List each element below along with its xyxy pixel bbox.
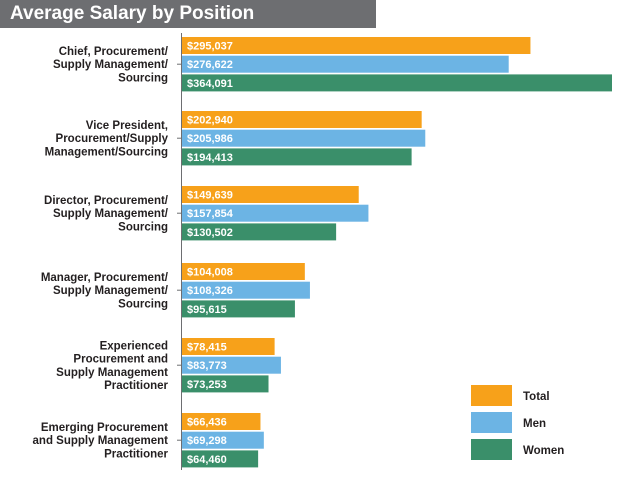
legend-swatch-total [471,385,512,406]
category-label-5-line-1: and Supply Management [33,435,169,447]
bar-label-men-1: $205,986 [187,133,233,145]
bar-label-men-0: $276,622 [187,59,233,71]
bar-label-women-0: $364,091 [187,78,233,90]
bar-women-2 [182,223,337,241]
category-label-0-line-1: Supply Management/ [53,59,169,71]
category-label-3-line-0: Manager, Procurement/ [41,272,169,284]
bar-men-0 [182,55,509,73]
bar-label-men-5: $69,298 [187,435,227,447]
category-label-4-line-0: Experienced [100,340,168,352]
category-label-3-line-2: Sourcing [118,298,168,310]
bar-total-2 [182,186,359,203]
category-label-5-line-2: Practitioner [104,448,168,460]
category-label-4-line-1: Procurement and [73,354,168,366]
bar-label-total-1: $202,940 [187,115,233,127]
bar-label-men-2: $157,854 [187,208,234,220]
bar-label-women-4: $73,253 [187,379,227,391]
bar-total-4 [182,338,275,355]
bar-label-men-3: $108,326 [187,285,233,297]
bar-men-2 [182,204,369,222]
bar-label-women-3: $95,615 [187,304,227,316]
bar-total-3 [182,263,305,280]
legend-label-men: Men [523,418,546,430]
bar-label-men-4: $83,773 [187,360,227,372]
bar-label-women-1: $194,413 [187,152,233,164]
bar-label-total-2: $149,639 [187,190,233,202]
bar-women-5 [182,450,259,468]
bar-men-5 [182,431,264,449]
legend-swatch-men [471,412,512,433]
legend-label-total: Total [523,391,550,403]
bar-label-total-5: $66,436 [187,417,227,429]
bar-women-4 [182,375,269,393]
category-label-0-line-0: Chief, Procurement/ [59,46,169,58]
bar-men-4 [182,356,281,374]
category-label-2-line-2: Sourcing [118,221,168,233]
bar-women-0 [182,74,612,92]
bar-total-5 [182,413,261,430]
category-label-1-line-2: Management/Sourcing [45,146,168,158]
bar-men-3 [182,281,310,299]
category-label-3-line-1: Supply Management/ [53,285,169,297]
bar-women-3 [182,300,295,318]
bar-label-total-0: $295,037 [187,41,233,53]
legend-label-women: Women [523,445,564,457]
bar-women-1 [182,148,412,166]
bar-label-total-3: $104,008 [187,267,233,279]
category-label-4-line-2: Supply Management [56,367,168,379]
legend-swatch-women [471,439,512,460]
chart-title: Average Salary by Position [0,0,376,28]
bar-men-1 [182,129,426,147]
category-label-2-line-0: Director, Procurement/ [44,195,169,207]
category-label-1-line-0: Vice President, [86,120,168,132]
bar-label-women-5: $64,460 [187,454,227,466]
bar-label-women-2: $130,502 [187,227,233,239]
bar-total-1 [182,111,422,128]
category-label-4-line-3: Practitioner [104,380,168,392]
category-label-1-line-1: Procurement/Supply [56,133,169,145]
category-label-2-line-1: Supply Management/ [53,208,169,220]
bar-label-total-4: $78,415 [187,342,227,354]
bar-total-0 [182,37,531,54]
category-label-0-line-2: Sourcing [118,72,168,84]
category-label-5-line-0: Emerging Procurement [41,422,168,434]
